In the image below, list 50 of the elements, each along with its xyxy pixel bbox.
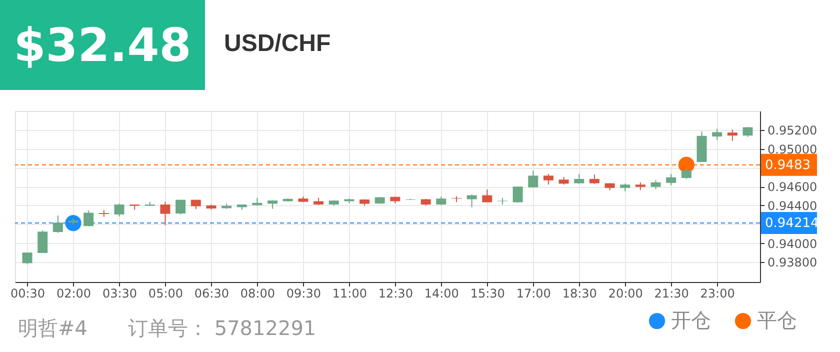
candlestick — [543, 173, 554, 186]
candlestick — [650, 179, 661, 190]
x-tick-label: 08:00 — [240, 286, 275, 300]
candlestick — [22, 252, 32, 265]
y-tick-label: 0.93800 — [768, 256, 818, 270]
legend-label: 平仓 — [757, 308, 797, 332]
candlestick — [727, 129, 738, 142]
x-tick-label: 15:30 — [470, 286, 505, 300]
x-tick-label: 11:00 — [332, 286, 367, 300]
x-tick-label: 20:00 — [608, 286, 643, 300]
candlestick — [666, 173, 676, 186]
x-tick-label: 23:00 — [700, 286, 735, 300]
x-tick-label: 14:00 — [424, 286, 459, 300]
x-tick-label: 05:00 — [148, 286, 184, 300]
text: 明哲#4 — [18, 315, 88, 342]
y-tick-label: 0.95200 — [768, 123, 818, 138]
chart-title: $32.48 — [0, 0, 205, 90]
y-tick-label: 0.94400 — [768, 198, 818, 213]
x-tick-label: 12:30 — [378, 286, 413, 300]
x-tick-label: 21:30 — [654, 286, 689, 300]
candlestick — [52, 214, 63, 234]
x-tick-label: 09:30 — [286, 286, 321, 300]
chart-subtitle: USD/CHF — [224, 30, 331, 58]
candlestick — [451, 196, 462, 203]
candlestick — [114, 203, 124, 217]
candlestick — [712, 128, 722, 140]
candlestick — [512, 186, 523, 204]
candlestick — [681, 168, 692, 180]
candlestick — [176, 199, 186, 215]
candlestick — [589, 174, 600, 184]
y-tick-label: 0.95000 — [768, 142, 818, 156]
text: 订单号： 57812291 — [128, 315, 316, 342]
x-tick-label: 02:00 — [56, 286, 92, 300]
ref-line-label: 0.9483 — [765, 158, 810, 173]
x-tick-label: 00:30 — [10, 286, 46, 300]
candlestick — [38, 230, 48, 254]
y-tick-label: 0.94000 — [768, 236, 818, 251]
x-tick-label: 18:30 — [562, 286, 597, 300]
ref-line-label: 0.94214 — [765, 216, 819, 232]
x-tick-label: 03:30 — [102, 286, 138, 300]
candlestick — [528, 170, 538, 188]
y-tick-label: 0.94600 — [768, 180, 818, 194]
x-tick-label: 17:00 — [516, 286, 551, 300]
candlestick — [482, 189, 492, 203]
legend-label: 开仓 — [671, 308, 711, 332]
x-tick-label: 06:30 — [194, 286, 230, 300]
candlestick — [742, 126, 753, 138]
candlestick — [98, 210, 109, 218]
candlestick — [160, 201, 170, 226]
candlestick — [84, 210, 94, 227]
